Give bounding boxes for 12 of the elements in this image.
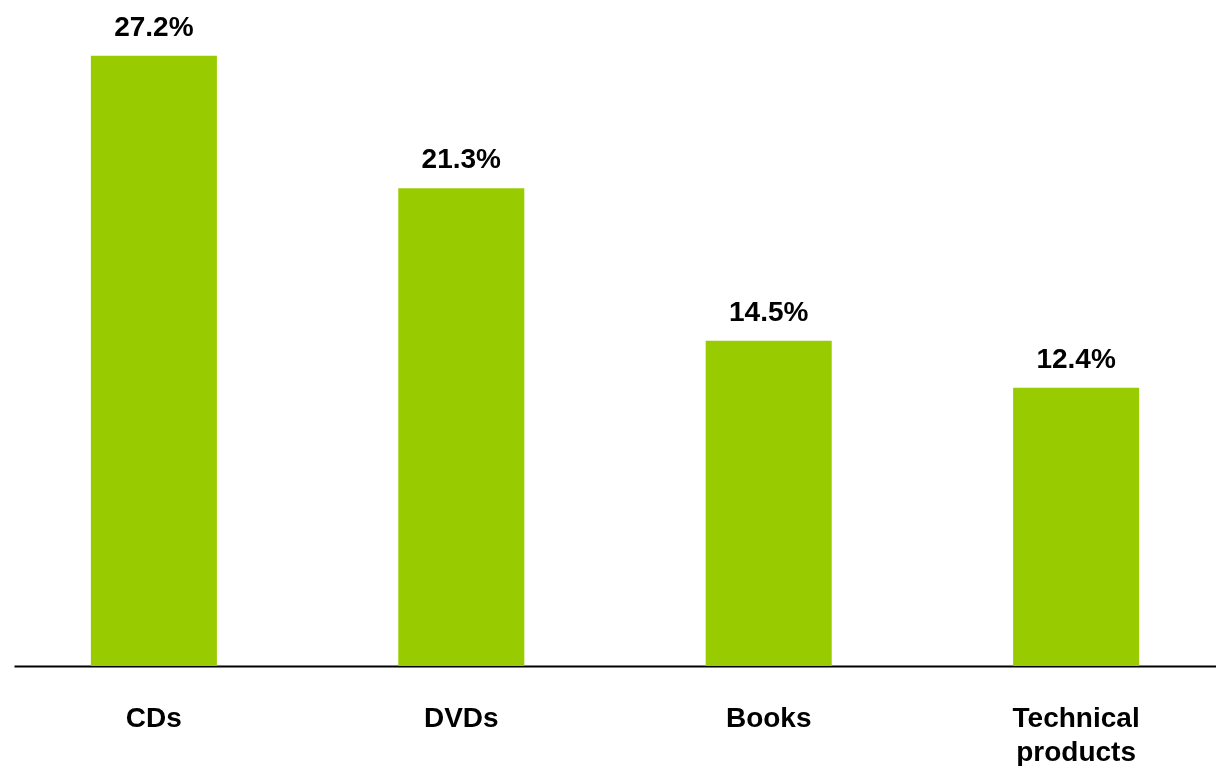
bar <box>90 55 217 666</box>
bar <box>705 340 832 666</box>
x-tick-label: Books <box>725 701 812 733</box>
x-tick-label: CDs <box>125 701 182 733</box>
data-label: 14.5% <box>729 295 809 327</box>
data-label: 12.4% <box>1036 342 1116 374</box>
x-tick-label: Technical products <box>1012 701 1140 767</box>
data-label: 27.2% <box>114 10 194 42</box>
bar <box>398 188 525 666</box>
bar <box>1013 387 1140 666</box>
data-label: 21.3% <box>421 143 502 175</box>
x-tick-label: DVDs <box>423 701 499 733</box>
